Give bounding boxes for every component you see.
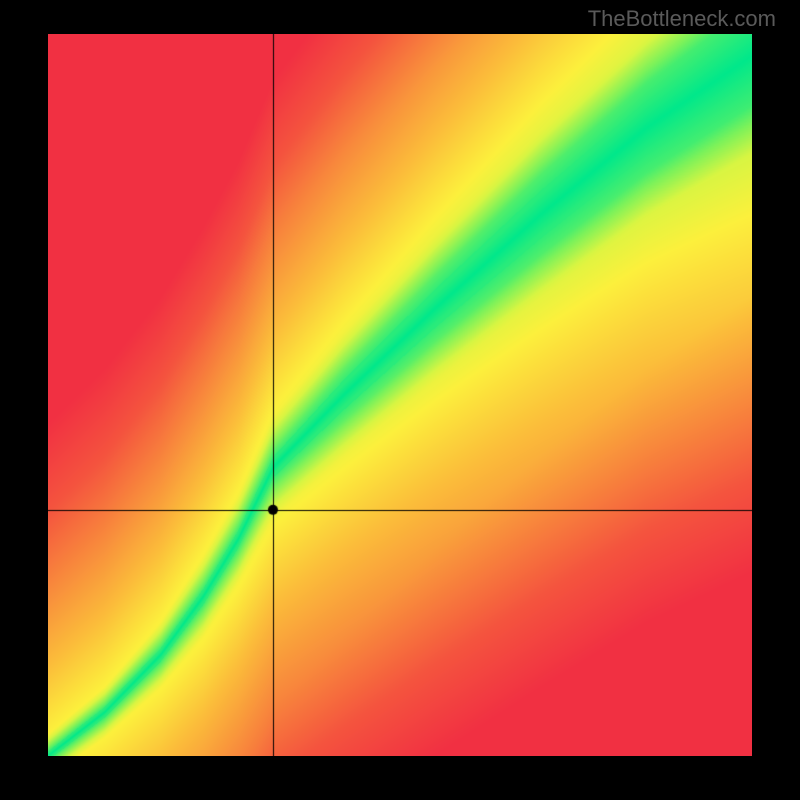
overlay-canvas [48, 34, 752, 756]
watermark-text: TheBottleneck.com [588, 6, 776, 32]
chart-stage: TheBottleneck.com [0, 0, 800, 800]
